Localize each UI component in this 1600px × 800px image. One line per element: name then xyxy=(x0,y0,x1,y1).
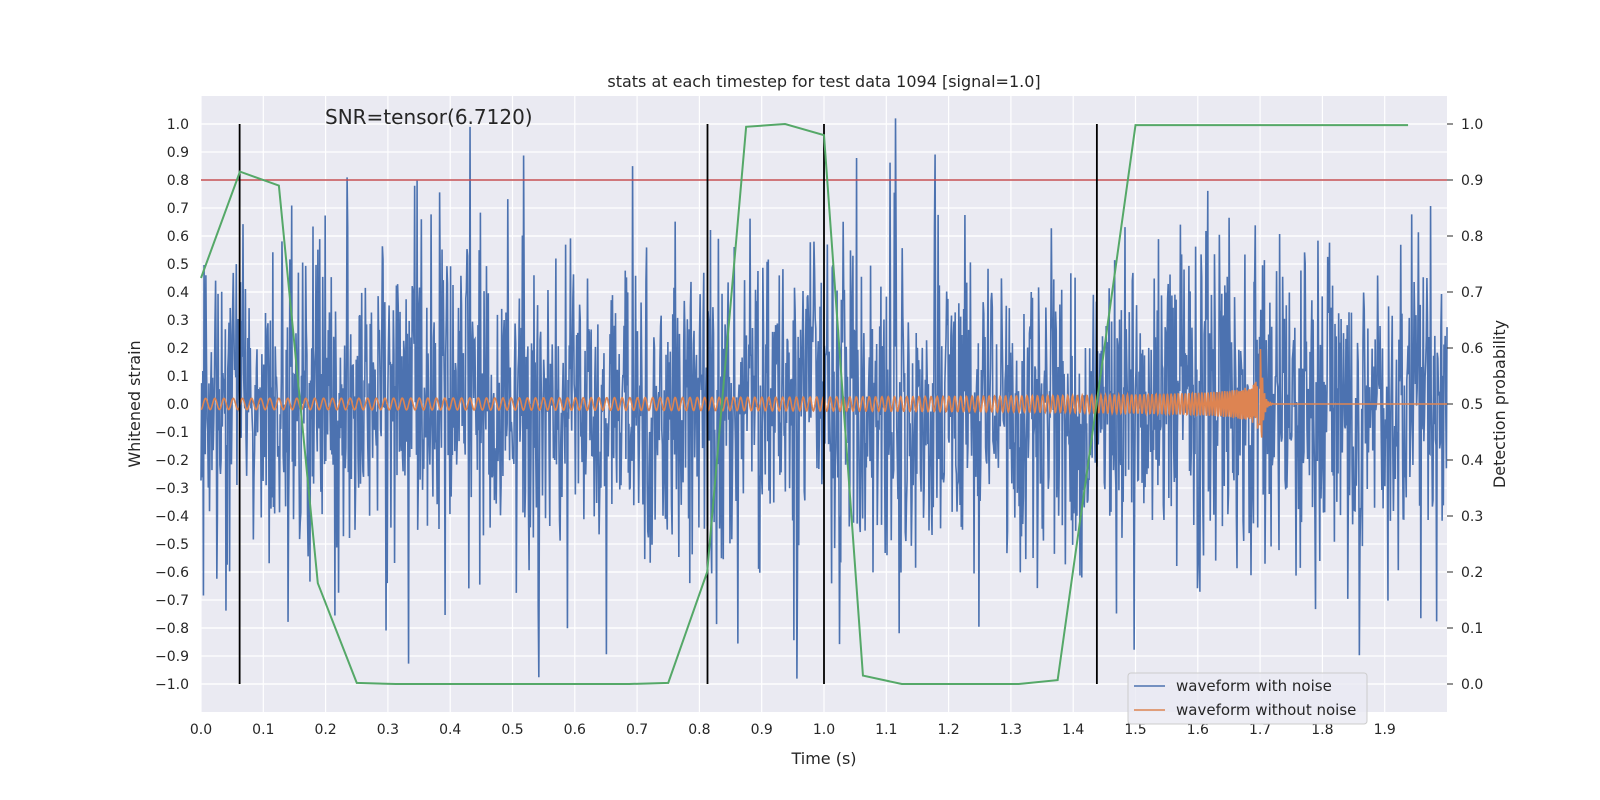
x-tick-label: 1.1 xyxy=(875,722,897,738)
y-left-tick-label: −1.0 xyxy=(155,677,189,693)
x-tick-label: 0.5 xyxy=(501,722,523,738)
x-tick-label: 0.7 xyxy=(626,722,648,738)
x-tick-label: 1.2 xyxy=(937,722,959,738)
y-right-tick-label: 0.7 xyxy=(1461,285,1483,301)
legend-box xyxy=(1127,672,1368,725)
x-tick-label: 1.4 xyxy=(1062,722,1084,738)
y-left-tick-label: −0.6 xyxy=(155,565,189,581)
x-tick-label: 0.9 xyxy=(751,722,773,738)
x-tick-label: 0.0 xyxy=(190,722,212,738)
x-tick-label: 1.8 xyxy=(1311,722,1333,738)
y-left-tick-label: −0.3 xyxy=(155,481,189,497)
y-right-tick-label: 0.2 xyxy=(1461,565,1483,581)
y-right-tick-label: 0.9 xyxy=(1461,173,1483,189)
x-tick-label: 1.6 xyxy=(1187,722,1209,738)
legend-label-noise: waveform with noise xyxy=(1176,677,1332,695)
y-left-tick-label: −0.9 xyxy=(155,649,189,665)
y-left-tick-label: 0.0 xyxy=(167,397,189,413)
y-left-tick-label: 0.9 xyxy=(167,145,189,161)
x-tick-label: 1.9 xyxy=(1374,722,1396,738)
x-tick-label: 0.8 xyxy=(688,722,710,738)
y-left-tick-label: 0.4 xyxy=(167,285,189,301)
legend-label-clean: waveform without noise xyxy=(1176,701,1356,719)
x-axis-label: Time (s) xyxy=(790,749,856,768)
y-left-tick-label: −0.2 xyxy=(155,453,189,469)
plot-area xyxy=(200,118,1448,685)
x-tick-label: 1.5 xyxy=(1124,722,1146,738)
series-detection-probability xyxy=(200,122,1409,685)
x-tick-label: 1.3 xyxy=(1000,722,1022,738)
y-axis-left-label: Whitened strain xyxy=(125,340,144,467)
y-right-tick-label: 0.6 xyxy=(1461,341,1483,357)
y-left-tick-label: 0.3 xyxy=(167,313,189,329)
y-right-tick-label: 0.8 xyxy=(1461,229,1483,245)
x-tick-label: 1.0 xyxy=(813,722,835,738)
x-tick-label: 0.3 xyxy=(377,722,399,738)
y-left-tick-label: −0.1 xyxy=(155,425,189,441)
y-right-tick-label: 0.4 xyxy=(1461,453,1483,469)
y-right-tick-label: 1.0 xyxy=(1461,117,1483,133)
x-tick-label: 0.4 xyxy=(439,722,461,738)
chart-title: stats at each timestep for test data 109… xyxy=(607,72,1040,91)
snr-annotation: SNR=tensor(6.7120) xyxy=(325,105,533,129)
y-left-tick-label: 1.0 xyxy=(167,117,189,133)
axis-ticks: 0.0 0.1 0.2 0.3 0.4 0.5 0.6 0.7 0.8 0.9 1.0 1.1 1.2 1… xyxy=(155,117,1483,738)
y-left-tick-label: 0.2 xyxy=(167,341,189,357)
x-tick-label: 1.7 xyxy=(1249,722,1271,738)
x-tick-label: 0.1 xyxy=(252,722,274,738)
y-axis-right-label: Detection probability xyxy=(1490,320,1509,488)
y-right-tick-label: 0.0 xyxy=(1461,677,1483,693)
y-left-tick-label: 0.1 xyxy=(167,369,189,385)
y-right-tick-label: 0.3 xyxy=(1461,509,1483,525)
y-right-tick-label: 0.1 xyxy=(1461,621,1483,637)
y-left-tick-label: −0.7 xyxy=(155,593,189,609)
y-left-tick-label: 0.8 xyxy=(167,173,189,189)
y-left-tick-label: −0.4 xyxy=(155,509,189,525)
y-left-tick-label: 0.7 xyxy=(167,201,189,217)
y-right-tick-label: 0.5 xyxy=(1461,397,1483,413)
x-tick-label: 0.2 xyxy=(314,722,336,738)
y-left-tick-label: −0.8 xyxy=(155,621,189,637)
x-tick-label: 0.6 xyxy=(564,722,586,738)
legend: waveform with noise waveform without noi… xyxy=(1127,672,1368,725)
y-left-tick-label: −0.5 xyxy=(155,537,189,553)
y-left-tick-label: 0.6 xyxy=(167,229,189,245)
y-left-tick-label: 0.5 xyxy=(167,257,189,273)
